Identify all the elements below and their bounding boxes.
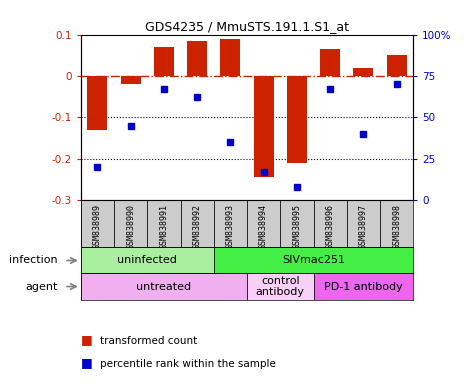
Text: GSM838997: GSM838997 xyxy=(359,204,368,249)
Bar xyxy=(121,76,141,84)
Bar xyxy=(214,200,247,247)
Bar xyxy=(353,68,373,76)
Bar xyxy=(320,49,340,76)
Text: GSM838994: GSM838994 xyxy=(259,204,268,249)
Bar xyxy=(220,39,240,76)
Text: GSM838989: GSM838989 xyxy=(93,204,102,249)
Bar xyxy=(280,200,314,247)
Bar xyxy=(247,200,280,247)
Bar xyxy=(81,247,214,273)
Text: uninfected: uninfected xyxy=(117,255,177,265)
Text: agent: agent xyxy=(25,281,57,291)
Bar xyxy=(87,76,107,130)
Bar xyxy=(147,200,180,247)
Text: SIVmac251: SIVmac251 xyxy=(282,255,345,265)
Bar xyxy=(314,200,347,247)
Bar xyxy=(180,200,214,247)
Text: GSM838991: GSM838991 xyxy=(160,204,168,249)
Text: control
antibody: control antibody xyxy=(256,276,305,297)
Bar xyxy=(187,41,207,76)
Title: GDS4235 / MmuSTS.191.1.S1_at: GDS4235 / MmuSTS.191.1.S1_at xyxy=(145,20,349,33)
Text: percentile rank within the sample: percentile rank within the sample xyxy=(100,359,276,369)
Bar xyxy=(254,76,274,177)
Text: GSM838993: GSM838993 xyxy=(226,204,235,249)
Text: PD-1 antibody: PD-1 antibody xyxy=(324,281,403,291)
Text: GSM838998: GSM838998 xyxy=(392,204,401,249)
Text: GSM838992: GSM838992 xyxy=(193,204,201,249)
Bar xyxy=(247,273,314,300)
Text: GSM838995: GSM838995 xyxy=(293,204,301,249)
Bar xyxy=(314,273,413,300)
Text: GSM838990: GSM838990 xyxy=(126,204,135,249)
Text: untreated: untreated xyxy=(136,281,191,291)
Bar xyxy=(387,55,407,76)
Bar xyxy=(81,273,247,300)
Bar xyxy=(154,47,174,76)
Text: GSM838996: GSM838996 xyxy=(326,204,334,249)
Bar xyxy=(287,76,307,163)
Text: ■: ■ xyxy=(81,356,93,369)
Bar xyxy=(380,200,413,247)
Text: ■: ■ xyxy=(81,333,93,346)
Bar xyxy=(214,247,413,273)
Bar xyxy=(347,200,380,247)
Text: transformed count: transformed count xyxy=(100,336,197,346)
Bar xyxy=(114,200,147,247)
Bar xyxy=(81,200,114,247)
Text: infection: infection xyxy=(9,255,57,265)
